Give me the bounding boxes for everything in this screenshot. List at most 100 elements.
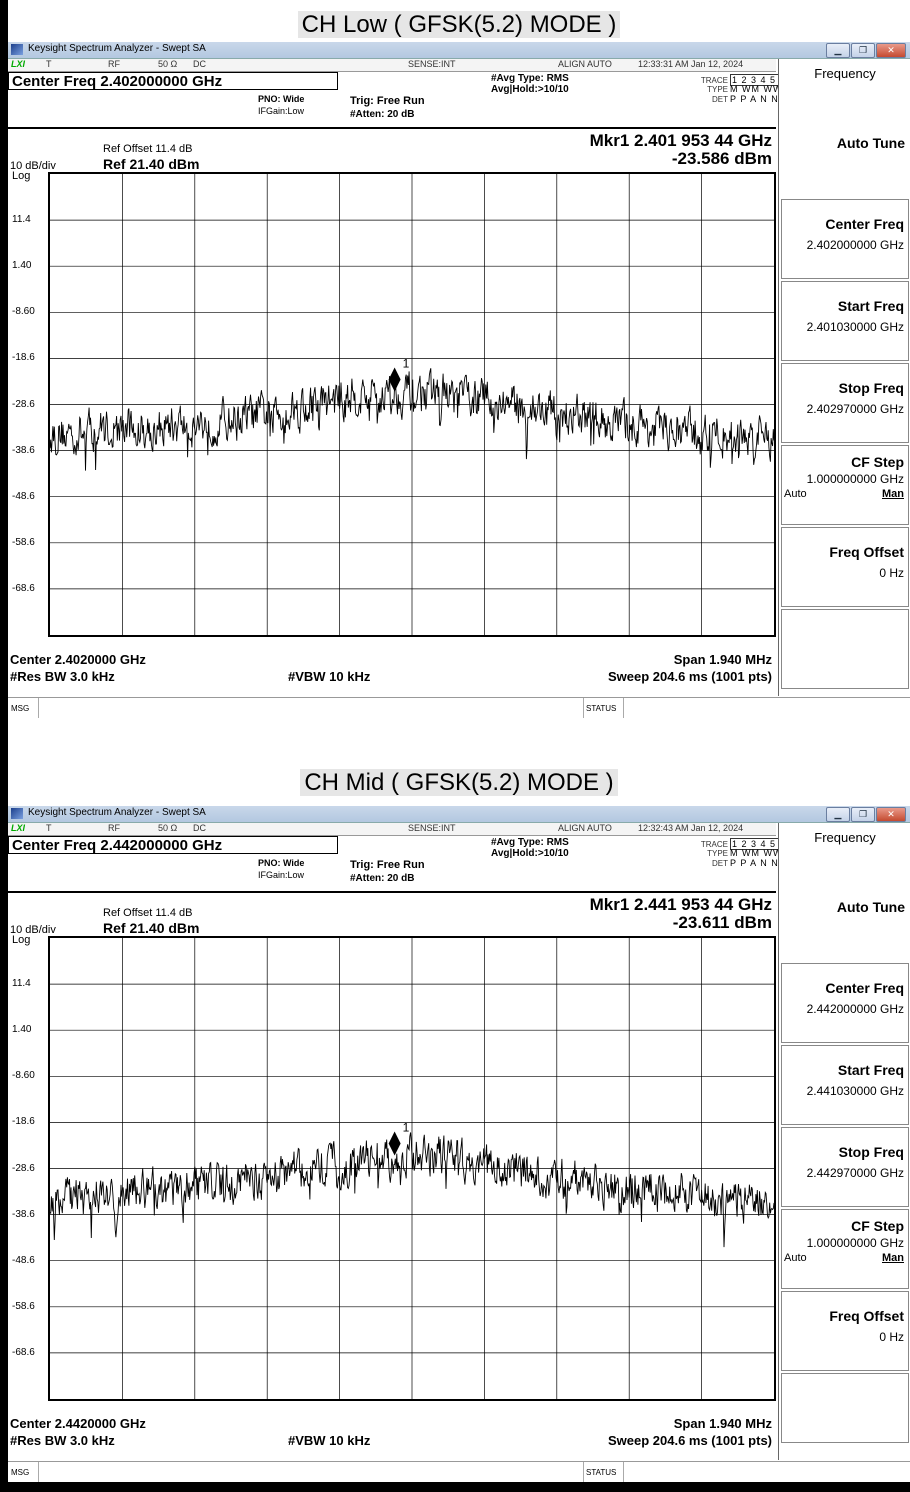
status-sense: SENSE:INT [408,59,456,69]
cf-step-softkey[interactable]: CF Step 1.000000000 GHz Auto Man [781,1209,909,1289]
softkey-menu-title: Frequency [814,830,876,845]
stop-freq-softkey[interactable]: Stop Freq 2.442970000 GHz [781,1127,909,1207]
y-tick-label: -68.6 [12,582,35,594]
auto-tune-softkey[interactable]: Auto Tune [781,883,909,963]
res-bw-label: #Res BW 3.0 kHz [10,1433,115,1448]
close-icon[interactable]: ✕ [876,43,906,58]
y-tick-label: 11.4 [12,978,31,990]
bottom-annotations: Center 2.4420000 GHz Span 1.940 MHz #Res… [8,1416,776,1454]
ref-offset: Ref Offset 11.4 dB [103,907,193,919]
marker-number-label: 1 [403,356,410,370]
start-freq-softkey[interactable]: Start Freq 2.441030000 GHz [781,1045,909,1125]
center-bottom: Center 2.4020000 GHz [10,652,146,667]
minimize-icon[interactable]: ▁ [826,807,850,822]
auto-tune-softkey[interactable]: Auto Tune [781,119,909,199]
status-sense: SENSE:INT [408,823,456,833]
marker-frequency: Mkr1 2.401 953 44 GHz [589,131,772,150]
avg-type-label: #Avg Type: RMS [491,837,569,848]
msg-label: MSG [11,1468,30,1477]
status-datetime: 12:32:43 AM Jan 12, 2024 [638,823,744,833]
close-icon[interactable]: ✕ [876,807,906,822]
empty-softkey[interactable] [781,1373,909,1443]
status-ohm: 50 Ω [158,823,178,833]
avg-type-label: #Avg Type: RMS [491,73,569,84]
status-ohm: 50 Ω [158,59,178,69]
status-align: ALIGN AUTO [558,59,612,69]
center-freq-readout[interactable]: Center Freq 2.402000000 GHz [8,72,338,90]
graticule[interactable]: 1 [48,936,776,1401]
vbw-label: #VBW 10 kHz [288,1433,371,1448]
status-t: T [46,823,52,833]
y-tick-label: 1.40 [12,1024,32,1036]
empty-softkey[interactable] [781,609,909,689]
bottom-annotations: Center 2.4020000 GHz Span 1.940 MHz #Res… [8,652,776,690]
section-caption: CH Mid ( GFSK(5.2) MODE ) [8,763,910,803]
header-info: Center Freq 2.442000000 GHz PNO: Wide IF… [8,836,800,893]
sweep-label: Sweep 204.6 ms (1001 pts) [607,669,772,684]
status-t: T [46,59,52,69]
section-ch-low: CH Low ( GFSK(5.2) MODE ) Keysight Spect… [8,0,910,736]
center-freq-readout[interactable]: Center Freq 2.442000000 GHz [8,836,338,854]
window-titlebar: Keysight Spectrum Analyzer - Swept SA ▁ … [8,42,910,59]
restore-icon[interactable]: ❐ [851,43,875,58]
page: CH Low ( GFSK(5.2) MODE ) Keysight Spect… [8,0,910,1482]
pno-label: PNO: Wide [258,858,305,868]
center-bottom: Center 2.4420000 GHz [10,1416,146,1431]
restore-icon[interactable]: ❐ [851,807,875,822]
y-tick-label: -38.6 [12,1208,35,1220]
y-tick-label: -18.6 [12,352,35,364]
header-info: Center Freq 2.402000000 GHz PNO: Wide IF… [8,72,800,129]
window-title: Keysight Spectrum Analyzer - Swept SA [28,43,206,54]
avg-hold-label: Avg|Hold:>10/10 [491,84,569,95]
y-tick-label: -58.6 [12,1300,35,1312]
window-controls: ▁ ❐ ✕ [826,43,906,58]
cf-step-softkey[interactable]: CF Step 1.000000000 GHz Auto Man [781,445,909,525]
res-bw-label: #Res BW 3.0 kHz [10,669,115,684]
scale-label: 10 dB/div [10,160,56,172]
marker-number-label: 1 [403,1120,410,1134]
message-bar: MSG STATUS [8,697,910,718]
freq-offset-softkey[interactable]: Freq Offset 0 Hz [781,527,909,607]
plot-area: Mkr1 2.441 953 44 GHz -23.611 dBm Ref Of… [8,893,776,1438]
minimize-icon[interactable]: ▁ [826,43,850,58]
lxi-icon: LXI [11,59,26,69]
softkey-panel: Frequency Auto Tune Center Freq 2.4020000… [778,59,910,696]
spectrum-analyzer-window: Keysight Spectrum Analyzer - Swept SA ▁ … [8,806,910,1482]
start-freq-softkey[interactable]: Start Freq 2.401030000 GHz [781,281,909,361]
status-dc: DC [193,823,206,833]
message-bar: MSG STATUS [8,1461,910,1482]
section-ch-mid: CH Mid ( GFSK(5.2) MODE ) Keysight Spect… [8,756,910,1492]
softkey-menu-title: Frequency [814,66,876,81]
status-dc: DC [193,59,206,69]
status-rf: RF [108,59,120,69]
y-tick-label: -38.6 [12,444,35,456]
status-row: LXI T RF 50 Ω DC SENSE:INT ALIGN AUTO 12… [8,823,776,836]
y-tick-label: -8.60 [12,306,35,318]
freq-offset-softkey[interactable]: Freq Offset 0 Hz [781,1291,909,1371]
avg-hold-label: Avg|Hold:>10/10 [491,848,569,859]
spectrum-plot: 1 [49,174,775,635]
log-label: Log [12,170,31,182]
y-tick-label: -18.6 [12,1116,35,1128]
status-align: ALIGN AUTO [558,823,612,833]
stop-freq-softkey[interactable]: Stop Freq 2.402970000 GHz [781,363,909,443]
scale-label: 10 dB/div [10,924,56,936]
center-freq-softkey[interactable]: Center Freq 2.402000000 GHz [781,199,909,279]
y-tick-label: -8.60 [12,1070,35,1082]
plot-area: Mkr1 2.401 953 44 GHz -23.586 dBm Ref Of… [8,129,776,674]
spectrum-trace [49,1132,775,1248]
y-tick-label: -48.6 [12,1254,35,1266]
center-freq-softkey[interactable]: Center Freq 2.442000000 GHz [781,963,909,1043]
msg-label: MSG [11,704,30,713]
status-row: LXI T RF 50 Ω DC SENSE:INT ALIGN AUTO 12… [8,59,776,72]
spectrum-trace [49,368,775,471]
ref-level: Ref 21.40 dBm [103,920,200,936]
y-tick-label: -28.6 [12,398,35,410]
window-controls: ▁ ❐ ✕ [826,807,906,822]
ref-offset: Ref Offset 11.4 dB [103,143,193,155]
status-rf: RF [108,823,120,833]
app-icon [11,44,23,55]
graticule[interactable]: 1 [48,172,776,637]
window-titlebar: Keysight Spectrum Analyzer - Swept SA ▁ … [8,806,910,823]
y-tick-label: -48.6 [12,490,35,502]
